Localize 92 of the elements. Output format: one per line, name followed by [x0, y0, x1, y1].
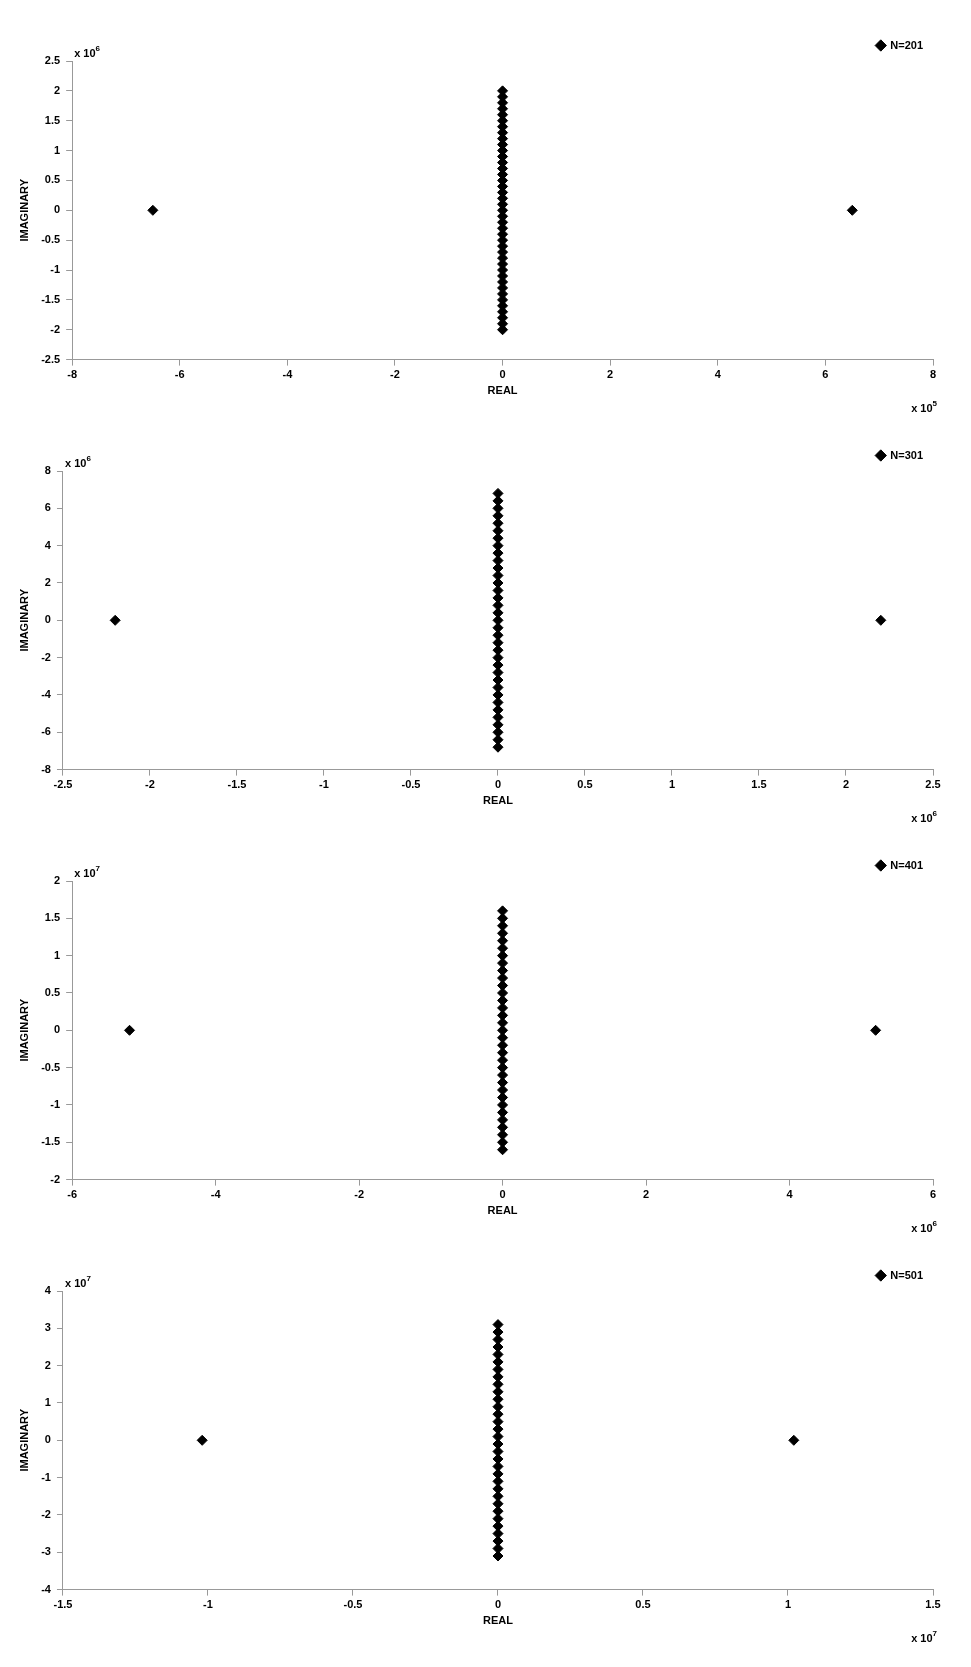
x-tick-label: -0.5 [343, 1598, 363, 1611]
x-tick-label: -8 [67, 368, 78, 381]
y-tick-label: 2 [54, 83, 61, 96]
y-tick-label: 4 [44, 1284, 52, 1297]
point [492, 487, 504, 499]
x-axis-title: REAL [487, 384, 518, 397]
x-tick-label: 2.5 [925, 778, 941, 791]
x-tick-label: -1 [319, 778, 329, 791]
y-tick-label: -1 [50, 263, 61, 276]
y-tick-label: 0.5 [44, 986, 61, 999]
y-tick-label: 0 [54, 203, 61, 216]
x-tick-label: 1 [784, 1598, 792, 1611]
y-tick-label: 8 [44, 464, 51, 477]
y-tick-label: -1 [50, 1097, 61, 1110]
y-axis-title: IMAGINARY [17, 1408, 30, 1472]
y-tick-label: 2 [54, 874, 61, 887]
y-tick-label: 2.5 [44, 54, 61, 67]
y-tick-label: -2 [41, 1507, 51, 1520]
y-tick-label: 1.5 [44, 911, 61, 924]
point [497, 1144, 509, 1156]
x-tick-label: -6 [67, 1188, 78, 1201]
x-tick-label: -6 [174, 368, 185, 381]
y-tick-label: 2 [44, 1358, 51, 1371]
y-tick-label: -8 [41, 762, 51, 775]
point [124, 1024, 136, 1036]
y-axis-title: IMAGINARY [17, 178, 30, 242]
x-tick-label: 4 [786, 1188, 794, 1201]
x-tick-label: 1 [668, 778, 676, 791]
x-tick-label: 6 [822, 368, 829, 381]
y-tick-label: 4 [44, 538, 52, 551]
point [875, 614, 887, 626]
x-tick-label: 0.5 [577, 778, 593, 791]
y-tick-label: -0.5 [41, 1060, 61, 1073]
point [196, 1434, 208, 1446]
legend-label: N=501 [890, 1268, 924, 1281]
y-tick-label: -1 [41, 1470, 51, 1483]
y-tick-label: -2 [50, 322, 61, 335]
x-tick-label: 0 [499, 368, 506, 381]
x-tick-label: -4 [282, 368, 294, 381]
point [788, 1434, 800, 1446]
y-tick-label: -0.5 [41, 233, 61, 246]
y-tick-label: -1.5 [41, 1135, 61, 1148]
y-tick-label: 2 [44, 576, 51, 589]
x-tick-label: -2 [145, 778, 155, 791]
y-tick-label: 0 [44, 1433, 51, 1446]
y-tick-label: -4 [41, 687, 52, 700]
y-tick-label: -3 [41, 1545, 51, 1558]
x-tick-label: -2 [354, 1188, 364, 1201]
x-tick-label: -1 [203, 1598, 213, 1611]
y-tick-label: 1 [54, 143, 61, 156]
y-tick-label: -2 [41, 650, 51, 663]
x-tick-label: -1.5 [227, 778, 247, 791]
y-tick-label: 1 [44, 1396, 51, 1409]
legend-label: N=301 [890, 448, 924, 461]
y-axis-title: IMAGINARY [17, 588, 30, 652]
y-tick-label: -2 [50, 1172, 61, 1185]
y-axis-title: IMAGINARY [17, 998, 30, 1062]
x-tick-label: 1.5 [751, 778, 767, 791]
x-tick-label: 2 [642, 1188, 650, 1201]
point [846, 204, 858, 216]
x-axis-title: REAL [487, 1204, 518, 1217]
x-tick-label: -4 [210, 1188, 222, 1201]
y-tick-label: 0 [44, 613, 51, 626]
x-axis-title: REAL [483, 794, 514, 807]
y-tick-label: -6 [41, 725, 51, 738]
x-tick-label: 4 [714, 368, 722, 381]
x-tick-label: 0 [494, 1598, 502, 1611]
point [147, 204, 159, 216]
y-tick-label: -1.5 [41, 292, 61, 305]
x-tick-label: -0.5 [401, 778, 421, 791]
x-axis-title: REAL [483, 1614, 514, 1627]
x-tick-label: 2 [842, 778, 850, 791]
y-tick-label: 0.5 [44, 173, 61, 186]
y-tick-label: 1.5 [44, 113, 61, 126]
y-tick-label: -2.5 [41, 352, 61, 365]
y-tick-label: 3 [44, 1321, 51, 1334]
point [109, 614, 121, 626]
x-tick-label: 6 [929, 1188, 937, 1201]
x-tick-label: 0.5 [635, 1598, 651, 1611]
point [870, 1024, 882, 1036]
x-tick-label: 1.5 [925, 1598, 941, 1611]
y-tick-label: -4 [41, 1582, 52, 1595]
x-tick-label: 0 [499, 1188, 506, 1201]
y-tick-label: 0 [54, 1023, 61, 1036]
y-tick-label: 6 [44, 501, 51, 514]
y-tick-label: 1 [54, 948, 61, 961]
x-tick-label: 0 [494, 778, 502, 791]
legend-label: N=401 [890, 858, 924, 871]
x-tick-label: 8 [929, 368, 937, 381]
legend-label: N=201 [890, 38, 924, 51]
x-tick-label: -2 [390, 368, 400, 381]
x-tick-label: 2 [607, 368, 614, 381]
